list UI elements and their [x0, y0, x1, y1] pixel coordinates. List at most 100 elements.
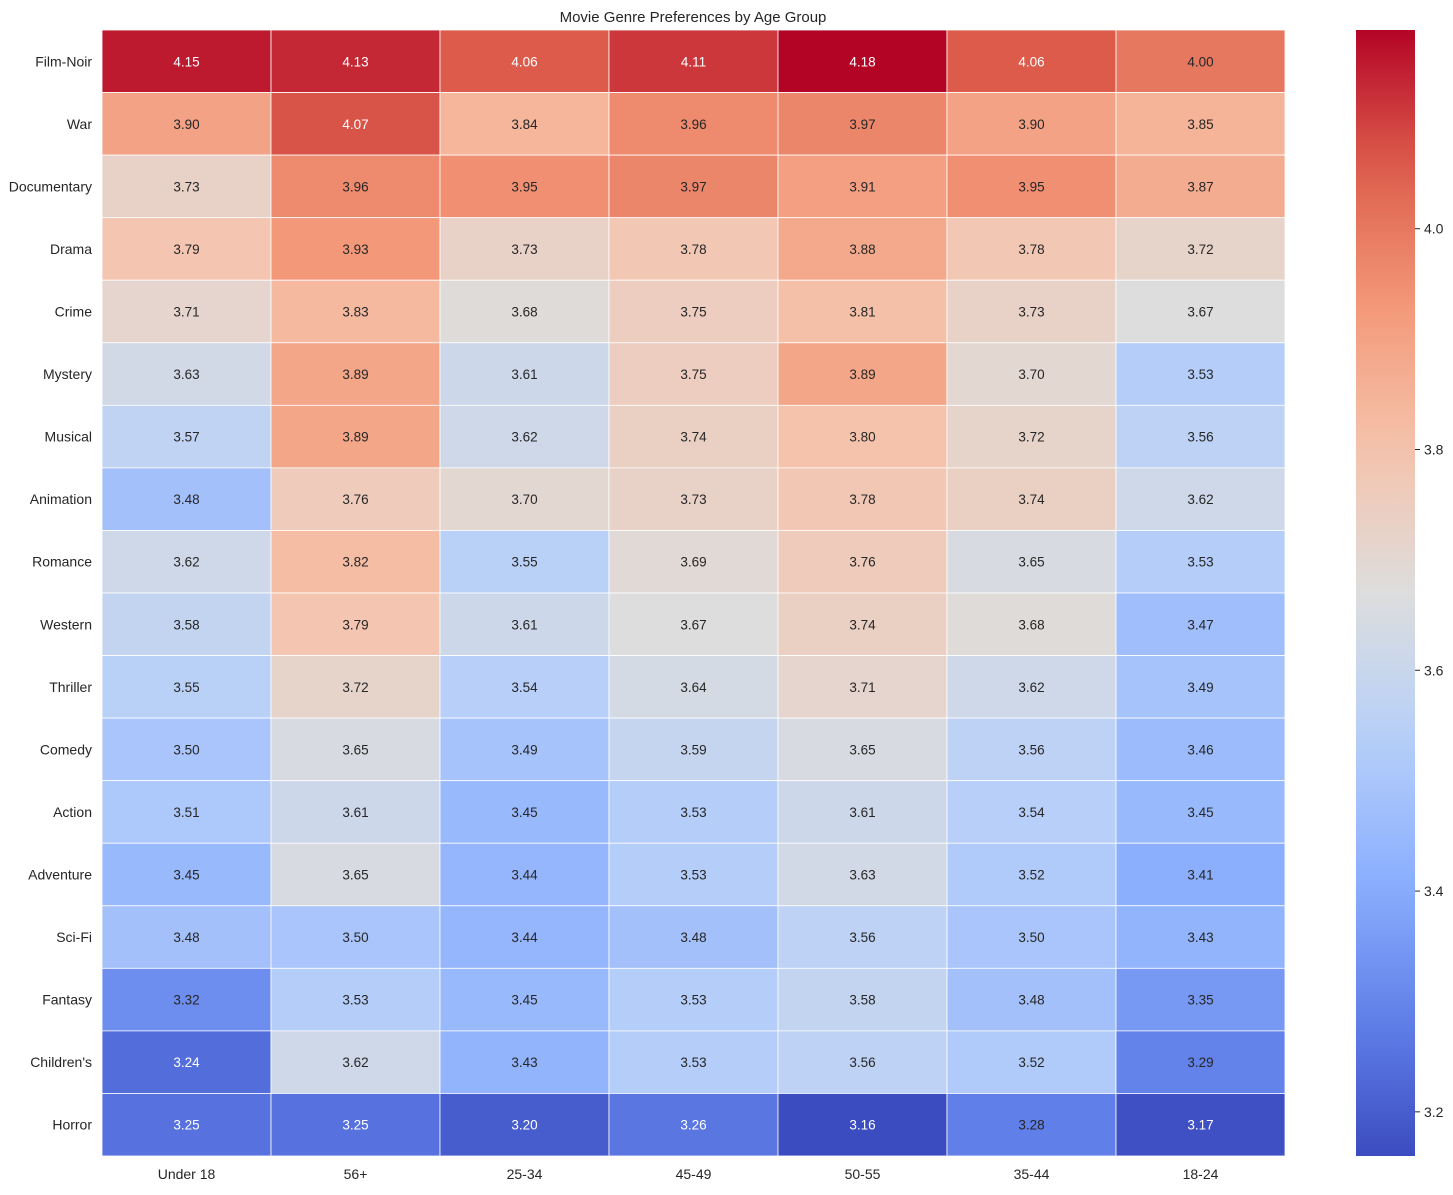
heatmap-cell — [608, 1030, 779, 1094]
heatmap-cell-label: 3.84 — [511, 117, 538, 132]
x-tick-label: 35-44 — [1014, 1166, 1050, 1182]
heatmap-cell-label: 3.63 — [173, 367, 199, 382]
heatmap-cell-label: 3.53 — [1187, 555, 1213, 570]
heatmap-cell-label: 3.65 — [342, 868, 368, 883]
heatmap-cell — [1115, 905, 1286, 969]
x-tick-label: Under 18 — [158, 1166, 216, 1182]
heatmap-cell-label: 3.56 — [1018, 742, 1044, 757]
heatmap-cell-label: 3.49 — [1187, 680, 1213, 695]
heatmap-cell — [608, 905, 779, 969]
heatmap-cell — [101, 780, 272, 844]
heatmap-cell-label: 3.95 — [511, 179, 537, 194]
heatmap-cell — [439, 92, 610, 156]
heatmap-cell-label: 4.18 — [849, 54, 875, 69]
heatmap-cell — [946, 717, 1117, 782]
heatmap-cell — [270, 342, 441, 406]
heatmap-cell-label: 3.53 — [680, 805, 706, 820]
heatmap-cell-label: 3.59 — [680, 742, 706, 757]
heatmap-cell — [608, 404, 779, 469]
heatmap-cell — [777, 592, 948, 656]
heatmap-cell — [777, 967, 948, 1032]
heatmap-cell-label: 3.35 — [1187, 993, 1213, 1008]
heatmap-cell — [101, 717, 272, 782]
heatmap-cell-label: 3.74 — [680, 430, 707, 445]
heatmap-cell — [777, 29, 948, 93]
heatmap-cell-label: 3.46 — [1187, 742, 1213, 757]
heatmap-cell-label: 3.73 — [511, 242, 537, 257]
heatmap-cell-label: 3.89 — [849, 367, 875, 382]
heatmap-cell-label: 3.73 — [680, 492, 706, 507]
heatmap-cell-label: 3.44 — [511, 930, 538, 945]
heatmap-cell-label: 3.82 — [342, 555, 368, 570]
heatmap-cell-label: 3.96 — [342, 179, 368, 194]
heatmap-cell-label: 4.11 — [681, 54, 706, 69]
heatmap-cell — [1115, 842, 1286, 907]
y-tick-label: Action — [53, 804, 92, 820]
heatmap-cell-label: 3.71 — [173, 305, 199, 320]
heatmap-cell — [1115, 592, 1286, 656]
heatmap-cell — [1115, 780, 1286, 844]
heatmap-cell-label: 3.64 — [680, 680, 707, 695]
colorbar-tick-label: 4.0 — [1424, 221, 1444, 237]
heatmap-cell-label: 3.81 — [849, 305, 875, 320]
x-tick-label: 18-24 — [1183, 1166, 1219, 1182]
heatmap-cell — [101, 92, 272, 156]
heatmap-cell-labels: 4.15 4.13 4.06 4.11 4.18 4.06 4.00 3.90 4.07 3.84… — [173, 54, 1213, 1132]
heatmap-cell-label: 3.79 — [173, 242, 199, 257]
y-tick-label: Documentary — [9, 178, 92, 194]
heatmap-cell — [270, 154, 441, 219]
heatmap-cell-label: 3.50 — [342, 930, 368, 945]
heatmap-cell-label: 3.43 — [511, 1055, 537, 1070]
heatmap-cell-label: 3.73 — [173, 179, 199, 194]
heatmap-cell — [777, 467, 948, 531]
heatmap-cell — [946, 467, 1117, 531]
heatmap-cell — [439, 404, 610, 469]
heatmap-cell-label: 3.24 — [173, 1055, 200, 1070]
heatmap-cell-label: 3.75 — [680, 367, 706, 382]
heatmap-cell — [101, 655, 272, 719]
heatmap-cell-label: 3.44 — [511, 868, 538, 883]
y-tick-label: Romance — [32, 554, 92, 570]
heatmap-cell — [946, 655, 1117, 719]
heatmap-cell — [608, 717, 779, 782]
heatmap-cell-label: 3.61 — [849, 805, 875, 820]
heatmap-cell — [608, 154, 779, 219]
y-tick-label: Musical — [45, 429, 92, 445]
y-tick-label: Thriller — [49, 679, 92, 695]
heatmap-cell — [946, 154, 1117, 219]
heatmap-cell — [946, 530, 1117, 594]
heatmap-cell — [270, 29, 441, 93]
heatmap-cell — [1115, 404, 1286, 469]
heatmap-cell — [101, 842, 272, 907]
heatmap-cell-label: 3.48 — [680, 930, 706, 945]
heatmap-cell-label: 3.17 — [1187, 1118, 1213, 1133]
heatmap-cell-label: 3.58 — [173, 617, 199, 632]
heatmap-cell — [270, 905, 441, 969]
heatmap-cell — [270, 467, 441, 531]
y-tick-label: Film-Noir — [35, 53, 92, 69]
heatmap-cell — [439, 1030, 610, 1094]
colorbar-tick-label: 3.8 — [1424, 441, 1444, 457]
heatmap-cell-label: 3.88 — [849, 242, 875, 257]
heatmap-cell-label: 3.26 — [680, 1118, 706, 1133]
heatmap-cell — [777, 717, 948, 782]
heatmap-cell — [946, 29, 1117, 93]
heatmap-cell — [946, 404, 1117, 469]
heatmap-cell-label: 3.48 — [173, 930, 199, 945]
heatmap-cell — [270, 1093, 441, 1157]
heatmap-cell — [608, 467, 779, 531]
heatmap-cell-label: 3.67 — [680, 617, 706, 632]
heatmap-cell — [101, 967, 272, 1032]
heatmap-cell-label: 3.78 — [680, 242, 706, 257]
y-tick-label: Fantasy — [42, 992, 92, 1008]
heatmap-cell — [777, 655, 948, 719]
heatmap-cell-label: 3.72 — [1018, 430, 1044, 445]
heatmap-cell-label: 4.15 — [173, 54, 199, 69]
heatmap-cell — [439, 655, 610, 719]
heatmap-cell-label: 3.25 — [342, 1118, 368, 1133]
heatmap-cell-label: 3.53 — [680, 993, 706, 1008]
heatmap-cell — [101, 29, 272, 93]
heatmap-cell-label: 3.68 — [511, 305, 537, 320]
heatmap-cell-label: 4.07 — [342, 117, 368, 132]
heatmap-cell-label: 3.97 — [680, 179, 706, 194]
